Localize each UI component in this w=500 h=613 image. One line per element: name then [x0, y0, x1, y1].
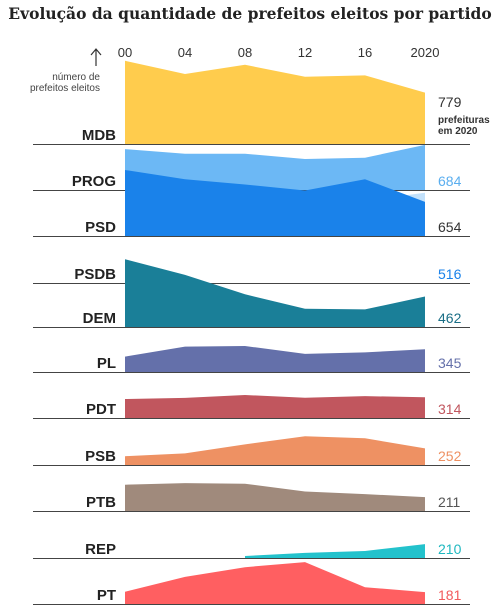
x-tick-label: 12	[298, 45, 312, 60]
series-pt: PT 181	[33, 562, 470, 605]
party-label: PSD	[85, 219, 116, 236]
party-label: PROG	[72, 173, 116, 190]
series-rep: REP 210	[33, 541, 470, 559]
up-arrow-icon	[90, 48, 102, 66]
series-ptb: PTB 211	[33, 483, 470, 512]
party-label: PT	[97, 587, 116, 604]
area-ptb	[125, 483, 425, 511]
area-mdb	[125, 60, 425, 144]
x-tick-label: 00	[118, 45, 132, 60]
series-psdb: PSDB 516	[33, 266, 470, 284]
x-tick-label: 04	[178, 45, 192, 60]
party-label: PSB	[85, 448, 116, 465]
party-label: PTB	[86, 494, 116, 511]
last-value-note: em 2020	[438, 126, 478, 137]
x-tick-label: 08	[238, 45, 252, 60]
x-tick-label: 16	[358, 45, 372, 60]
area-pl	[125, 346, 425, 372]
series-pdt: PDT 314	[33, 395, 470, 419]
area-psd	[125, 170, 425, 236]
party-label: MDB	[82, 127, 116, 144]
value-label: 252	[438, 448, 462, 464]
area-pdt	[125, 395, 425, 418]
party-label: REP	[85, 541, 116, 558]
party-label: PDT	[86, 401, 116, 418]
chart-title: Evolução da quantidade de prefeitos elei…	[8, 4, 492, 23]
series-layer: MDB 779 PROG 684 PSD 654 PSDB 516 DEM 462 PL 345 PDT…	[33, 60, 470, 605]
series-pl: PL 345	[33, 346, 470, 373]
value-label: 462	[438, 310, 462, 326]
value-label: 181	[438, 587, 462, 603]
y-axis-note: número de	[52, 72, 100, 83]
party-label: PSDB	[74, 266, 116, 283]
party-label: PL	[97, 355, 116, 372]
area-psb	[125, 436, 425, 465]
area-rep	[245, 544, 425, 558]
area-prog	[125, 144, 425, 190]
value-label: 314	[438, 401, 462, 417]
value-label: 654	[438, 219, 462, 235]
value-label: 211	[438, 494, 461, 510]
value-label: 345	[438, 355, 462, 371]
series-psb: PSB 252	[33, 436, 470, 466]
x-tick-label: 2020	[411, 45, 440, 60]
area-dem	[125, 259, 425, 327]
value-label: 684	[438, 173, 462, 189]
value-label: 779	[438, 94, 462, 110]
value-label: 516	[438, 266, 462, 282]
value-label: 210	[438, 541, 462, 557]
party-label: DEM	[83, 310, 116, 327]
series-dem: DEM 462	[33, 259, 470, 328]
series-mdb: MDB 779	[33, 60, 470, 145]
series-psd: PSD 654	[33, 170, 470, 237]
last-value-note: prefeituras	[438, 115, 490, 126]
y-axis-note: prefeitos eleitos	[30, 83, 100, 94]
area-pt	[125, 562, 425, 604]
series-prog: PROG 684	[33, 144, 470, 191]
